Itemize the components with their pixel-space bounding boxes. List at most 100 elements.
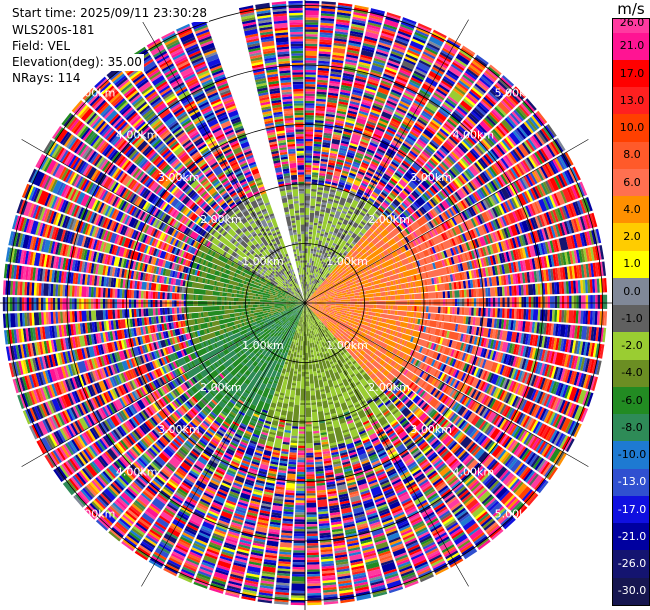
range-gate <box>307 289 309 292</box>
range-gate <box>464 307 470 316</box>
range-gate <box>319 39 332 43</box>
range-gate <box>516 297 520 308</box>
range-gate <box>305 67 317 70</box>
range-gate <box>330 186 337 191</box>
range-gate <box>401 96 413 104</box>
range-gate <box>486 318 493 328</box>
range-gate <box>333 129 343 134</box>
range-gate <box>350 28 364 34</box>
range-gate <box>426 299 429 306</box>
range-gate <box>313 139 322 142</box>
range-gate <box>305 291 307 294</box>
range-gate <box>305 22 319 25</box>
range-gate <box>315 105 326 109</box>
range-gate <box>487 287 491 297</box>
range-gate <box>362 159 370 165</box>
range-gate <box>329 213 335 218</box>
range-gate <box>318 55 331 60</box>
range-gate <box>313 150 321 154</box>
range-gate <box>315 117 324 121</box>
range-gate <box>442 47 456 57</box>
range-gate <box>338 98 349 103</box>
range-gate <box>521 297 524 308</box>
range-gate <box>354 124 364 130</box>
range-gate <box>316 232 321 238</box>
range-gate <box>392 46 406 54</box>
range-gate <box>414 299 422 306</box>
range-gate <box>369 111 380 118</box>
range-gate <box>554 296 558 308</box>
range-gate <box>348 37 362 43</box>
range-gate <box>308 294 311 298</box>
range-gate <box>365 29 380 35</box>
range-gate <box>514 297 517 308</box>
range-gate <box>373 156 381 163</box>
range-gate <box>316 86 328 90</box>
range-gate <box>356 172 364 178</box>
range-gate <box>388 305 391 310</box>
range-gate <box>305 34 318 37</box>
range-gate <box>400 125 410 132</box>
range-gate <box>382 109 393 116</box>
range-gate <box>416 306 420 312</box>
range-gate <box>339 227 345 232</box>
range-gate <box>378 39 392 46</box>
range-gate <box>383 156 392 163</box>
range-gate <box>311 184 318 190</box>
range-gate <box>428 70 442 81</box>
range-gate <box>310 196 316 199</box>
range-gate <box>349 35 363 41</box>
range-gate <box>347 304 351 307</box>
range-gate <box>415 66 428 74</box>
range-gate <box>354 295 358 299</box>
range-gate <box>444 314 450 322</box>
range-gate <box>533 296 536 308</box>
range-gate <box>321 228 326 232</box>
range-gate <box>391 48 405 56</box>
range-gate <box>321 236 327 247</box>
range-gate <box>378 41 392 48</box>
range-gate <box>364 155 372 161</box>
range-gate <box>339 212 346 219</box>
range-gate <box>385 102 396 109</box>
range-gate <box>509 297 512 308</box>
range-gate <box>309 272 312 276</box>
range-gate <box>305 57 317 61</box>
range-gate <box>305 100 315 104</box>
range-gate <box>367 22 382 28</box>
range-gate <box>314 334 317 338</box>
range-gate <box>331 224 336 228</box>
range-gate <box>365 311 369 315</box>
range-gate <box>308 265 311 268</box>
range-gate <box>305 74 316 78</box>
range-gate <box>395 133 405 140</box>
range-gate <box>349 145 358 150</box>
range-gate <box>361 196 368 202</box>
range-gate <box>386 62 399 69</box>
range-gate <box>353 11 368 17</box>
range-gate <box>371 107 382 113</box>
range-gate <box>397 73 409 81</box>
range-gate <box>325 116 335 120</box>
range-gate <box>305 124 314 128</box>
range-gate <box>305 143 313 147</box>
range-gate <box>415 312 422 319</box>
range-gate <box>340 89 351 94</box>
range-gate <box>367 80 379 87</box>
range-gate <box>471 298 474 307</box>
range-gate <box>330 71 342 75</box>
range-gate <box>402 17 417 25</box>
range-gate <box>328 251 332 255</box>
range-gate <box>310 207 315 211</box>
range-gate <box>305 65 317 68</box>
range-gate <box>500 297 503 307</box>
range-gate <box>390 50 404 58</box>
range-gate <box>528 309 531 320</box>
range-gate <box>355 122 365 127</box>
range-gate <box>314 136 322 140</box>
range-gate <box>356 307 360 311</box>
range-gate <box>326 106 336 111</box>
range-gate <box>316 196 322 202</box>
range-gate <box>329 75 341 80</box>
range-gate <box>331 234 336 239</box>
